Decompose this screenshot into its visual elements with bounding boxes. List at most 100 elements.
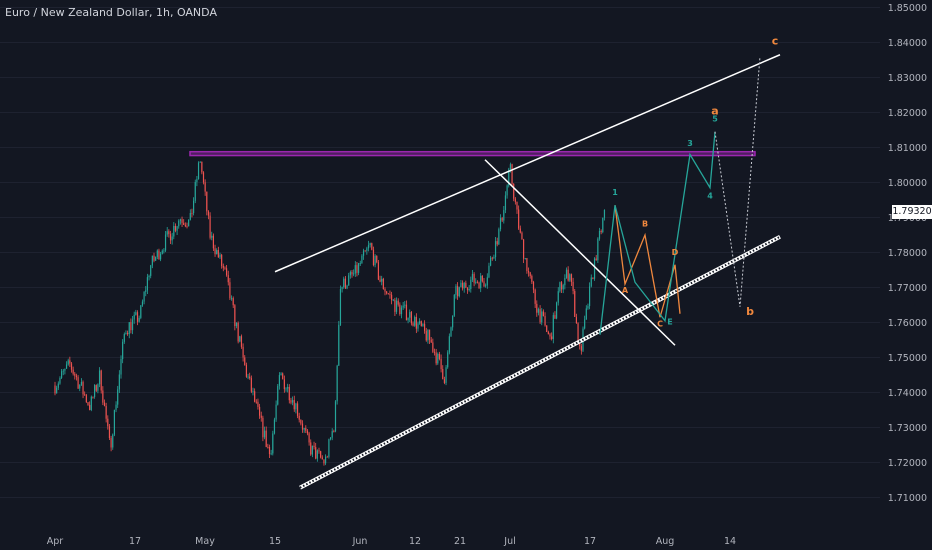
candle-up[interactable] <box>552 315 554 339</box>
candle-up[interactable] <box>503 210 505 221</box>
candle-up[interactable] <box>230 298 233 299</box>
candle-up[interactable] <box>65 364 68 369</box>
candle-down[interactable] <box>549 334 551 337</box>
candle-down[interactable] <box>186 226 188 228</box>
candle-up[interactable] <box>113 409 115 435</box>
candle-up[interactable] <box>422 323 424 327</box>
candle-down[interactable] <box>428 329 431 340</box>
candle-up[interactable] <box>353 273 355 275</box>
candle-down[interactable] <box>283 379 285 390</box>
candle-up[interactable] <box>118 374 120 390</box>
candle-up[interactable] <box>498 229 500 245</box>
candle-down[interactable] <box>232 298 234 306</box>
candle-up[interactable] <box>458 287 460 297</box>
candle-up[interactable] <box>303 427 305 430</box>
candle-down[interactable] <box>296 403 299 416</box>
candle-down[interactable] <box>72 369 74 374</box>
candle-down[interactable] <box>554 315 556 319</box>
candle-down[interactable] <box>69 360 71 364</box>
candle-down[interactable] <box>183 222 185 225</box>
candle-down[interactable] <box>356 265 358 273</box>
candle-down[interactable] <box>536 303 538 313</box>
candle-up[interactable] <box>98 370 101 385</box>
candle-up[interactable] <box>80 381 82 385</box>
candle-up[interactable] <box>292 400 294 403</box>
candle-up[interactable] <box>348 275 350 286</box>
candle-down[interactable] <box>511 164 513 184</box>
candle-up[interactable] <box>452 315 454 328</box>
candle-down[interactable] <box>255 401 257 403</box>
candle-down[interactable] <box>321 457 323 460</box>
candle-up[interactable] <box>173 225 175 237</box>
candle-down[interactable] <box>240 336 243 347</box>
candle-up[interactable] <box>392 299 394 301</box>
candle-down[interactable] <box>103 402 106 406</box>
candle-up[interactable] <box>287 387 289 389</box>
candle-up[interactable] <box>125 332 127 335</box>
candle-down[interactable] <box>282 373 284 380</box>
candle-up[interactable] <box>488 265 490 278</box>
candle-down[interactable] <box>526 258 528 272</box>
candle-down[interactable] <box>523 239 525 259</box>
candle-down[interactable] <box>438 353 441 359</box>
candle-up[interactable] <box>120 359 122 375</box>
candle-up[interactable] <box>448 336 450 353</box>
candle-down[interactable] <box>519 228 521 233</box>
candle-up[interactable] <box>239 336 241 342</box>
candle-down[interactable] <box>364 250 366 252</box>
candle-down[interactable] <box>579 341 581 347</box>
candle-down[interactable] <box>265 430 267 447</box>
candle-down[interactable] <box>461 282 464 289</box>
candle-down[interactable] <box>344 278 346 289</box>
candle-up[interactable] <box>197 162 200 180</box>
candle-down[interactable] <box>560 282 563 290</box>
candle-down[interactable] <box>420 321 422 327</box>
candle-up[interactable] <box>400 307 403 315</box>
price-axis[interactable]: 1.85000 1.84000 1.83000 1.82000 1.81000 1.800… <box>880 0 932 550</box>
candle-down[interactable] <box>371 243 373 250</box>
candle-down[interactable] <box>572 281 574 291</box>
candle-down[interactable] <box>207 211 210 216</box>
candle-down[interactable] <box>397 300 399 305</box>
candle-up[interactable] <box>369 243 371 246</box>
candle-down[interactable] <box>214 248 216 255</box>
candle-up[interactable] <box>343 278 345 288</box>
candle-up[interactable] <box>123 334 125 342</box>
orange-wave-path[interactable] <box>614 205 681 318</box>
candle-up[interactable] <box>417 323 419 329</box>
candle-up[interactable] <box>565 269 568 279</box>
candle-down[interactable] <box>430 339 432 343</box>
candle-down[interactable] <box>267 446 269 448</box>
candle-down[interactable] <box>577 323 579 342</box>
candle-down[interactable] <box>432 342 434 352</box>
candle-up[interactable] <box>160 253 162 260</box>
candle-down[interactable] <box>102 390 104 403</box>
candle-up[interactable] <box>485 285 487 287</box>
candle-up[interactable] <box>453 294 455 316</box>
candle-down[interactable] <box>250 378 252 392</box>
candle-down[interactable] <box>245 365 247 377</box>
candle-up[interactable] <box>541 311 543 323</box>
candle-up[interactable] <box>361 255 363 264</box>
candle-up[interactable] <box>445 367 447 383</box>
candle-down[interactable] <box>305 427 307 431</box>
candle-up[interactable] <box>275 404 277 420</box>
candle-down[interactable] <box>234 305 236 327</box>
candle-up[interactable] <box>196 179 198 183</box>
candle-down[interactable] <box>293 400 295 410</box>
candle-down[interactable] <box>394 299 396 312</box>
candle-down[interactable] <box>547 331 549 335</box>
candle-down[interactable] <box>442 369 444 380</box>
candle-up[interactable] <box>194 182 196 201</box>
candle-up[interactable] <box>354 265 356 274</box>
candle-up[interactable] <box>419 321 421 324</box>
candle-up[interactable] <box>404 304 406 306</box>
candle-up[interactable] <box>62 370 64 372</box>
candle-up[interactable] <box>486 277 488 286</box>
candle-down[interactable] <box>224 267 226 269</box>
candle-up[interactable] <box>311 445 313 455</box>
candle-down[interactable] <box>410 312 412 324</box>
candle-up[interactable] <box>537 309 540 313</box>
candle-down[interactable] <box>54 385 56 394</box>
candle-down[interactable] <box>376 255 378 263</box>
